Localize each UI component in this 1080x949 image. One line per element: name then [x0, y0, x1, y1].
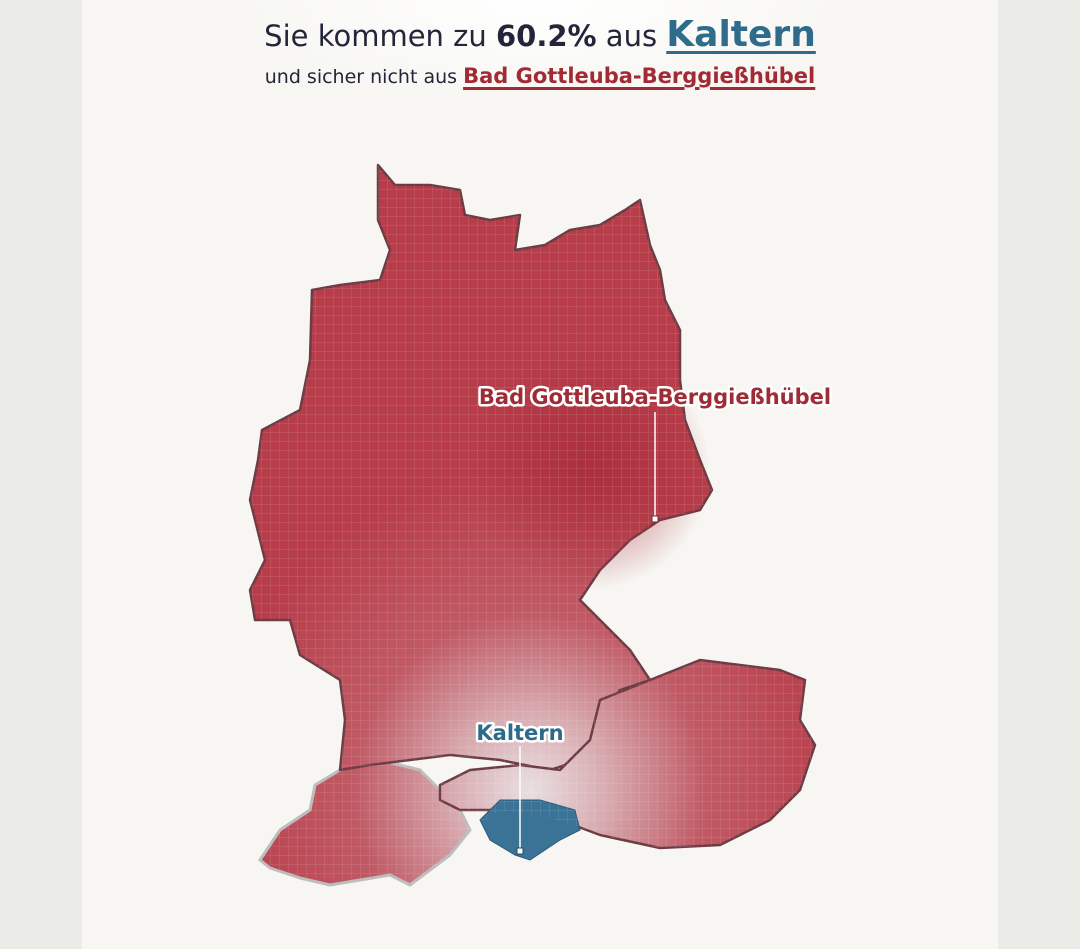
regions — [248, 163, 817, 887]
headline: Sie kommen zu 60.2% aus Kaltern — [0, 14, 1080, 55]
share: 60.2% — [495, 19, 597, 53]
map-label: Bad Gottleuba-Berggießhübel — [479, 385, 831, 409]
worst-place-link[interactable]: Bad Gottleuba-Berggießhübel — [463, 64, 816, 88]
subheadline: und sicher nicht aus Bad Gottleuba-Bergg… — [0, 64, 1080, 88]
subheadline-text: und sicher nicht aus — [264, 66, 458, 88]
glow — [200, 0, 880, 110]
best-place-link[interactable]: Kaltern — [666, 14, 816, 55]
headline-text: aus — [605, 19, 658, 53]
grid-overlay — [250, 165, 815, 885]
map-label: Kaltern — [476, 721, 563, 745]
place-marker — [651, 515, 659, 523]
place-marker — [516, 847, 524, 855]
headline-text: Sie kommen zu — [264, 19, 487, 53]
